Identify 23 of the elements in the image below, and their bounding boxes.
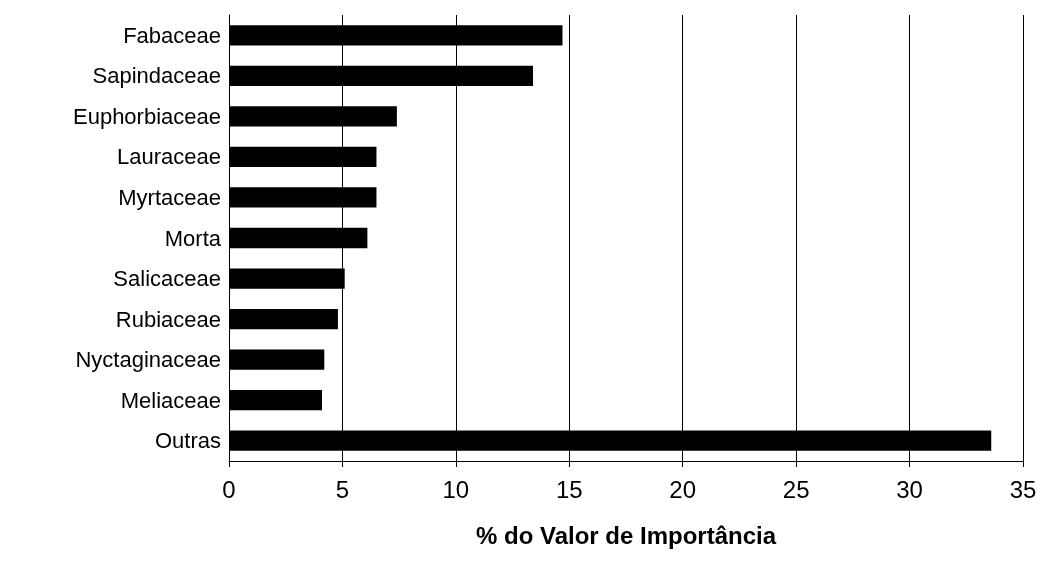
x-tick-label: 15	[555, 475, 583, 503]
x-tick-label: 5	[335, 475, 350, 503]
x-tick-label: 10	[442, 475, 470, 503]
bar	[229, 349, 325, 370]
y-tick-label: Euphorbiaceae	[72, 103, 221, 129]
x-tick-label: 30	[896, 475, 923, 503]
y-tick-label: Nyctaginaceae	[75, 347, 221, 373]
y-tick-label: Outras	[154, 428, 221, 454]
y-tick-label: Myrtaceae	[118, 184, 221, 210]
y-tick-label: Fabaceae	[123, 22, 221, 48]
y-tick-label: Rubiaceae	[115, 306, 221, 332]
x-tick-label: 35	[1009, 475, 1037, 503]
y-tick-label: Meliaceae	[120, 387, 221, 413]
bar	[229, 308, 338, 330]
x-tick-label: 25	[782, 475, 810, 503]
bar	[229, 390, 323, 411]
x-tick-label: 0	[222, 475, 236, 503]
y-tick-label: Sapindaceae	[92, 63, 221, 89]
x-axis-title: % do Valor de Importância	[475, 521, 777, 549]
y-tick-label: Lauraceae	[117, 144, 221, 170]
y-tick-label: Morta	[164, 225, 222, 251]
y-tick-label: Salicaceae	[113, 266, 221, 292]
x-tick-label: 20	[669, 475, 697, 503]
